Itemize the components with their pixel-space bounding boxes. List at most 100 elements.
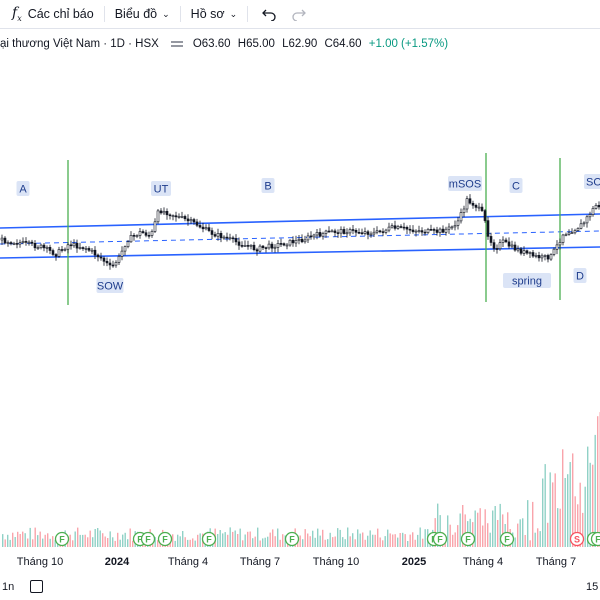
volume-bar — [232, 531, 234, 547]
volume-bar — [457, 525, 459, 547]
volume-bar — [99, 530, 101, 547]
candle-body — [318, 232, 322, 237]
event-marker-circle — [54, 531, 70, 547]
event-marker-label: F — [206, 535, 212, 545]
candle-body — [198, 225, 202, 228]
interval-button[interactable]: 1n — [2, 581, 15, 593]
candle-body — [510, 244, 514, 247]
annotation-sos-bg — [584, 174, 600, 189]
volume-bar — [479, 508, 481, 547]
goto-date-icon[interactable] — [30, 580, 43, 593]
candle-body — [45, 247, 49, 249]
candle-body — [441, 228, 445, 233]
profile-label: Hồ sơ — [190, 7, 225, 21]
volume-bar — [589, 462, 591, 547]
candle-body — [186, 218, 190, 222]
volume-bar — [394, 534, 396, 547]
chart-type-button[interactable]: Biểu đồ ⌄ — [109, 0, 176, 28]
volume-bar — [327, 539, 329, 547]
channel-upper-line — [0, 213, 600, 229]
volume-bar — [324, 539, 326, 547]
annotation-ut-bg — [151, 181, 171, 196]
event-marker-label: F — [595, 535, 600, 545]
candle-body — [255, 249, 259, 252]
volume-bar — [217, 534, 219, 547]
indicators-button[interactable]: fx Các chỉ báo — [0, 0, 100, 28]
volume-bar — [462, 505, 464, 547]
candle-body — [489, 236, 493, 243]
candle-body — [261, 245, 265, 249]
candle-body — [501, 239, 505, 243]
volume-bar — [344, 539, 346, 547]
volume-bar — [249, 531, 251, 547]
candle-body — [435, 229, 439, 233]
candle-body — [66, 244, 70, 250]
candle-body — [519, 248, 523, 254]
candle-body — [450, 226, 454, 229]
candle-body — [342, 229, 346, 234]
candle-body — [492, 242, 496, 249]
candle-body — [249, 244, 253, 247]
candle-body — [159, 210, 163, 214]
volume-bar — [44, 534, 46, 547]
profile-button[interactable]: Hồ sơ ⌄ — [185, 0, 243, 28]
candle-body — [177, 216, 181, 218]
candle-body — [336, 232, 340, 234]
candle-body — [330, 230, 334, 233]
low-value: L62.90 — [282, 38, 318, 50]
candle-body — [63, 248, 67, 251]
candle-body — [552, 248, 556, 255]
candle-body — [354, 230, 358, 233]
volume-bar — [517, 523, 519, 547]
candle-body — [15, 243, 19, 245]
candle-body — [414, 230, 418, 233]
volume-bar — [87, 537, 89, 547]
volume-bar — [412, 532, 414, 547]
annotation-spring-label: spring — [512, 276, 542, 288]
volume-bar — [109, 531, 111, 547]
volume-bar — [437, 503, 439, 547]
redo-button[interactable] — [286, 0, 312, 28]
volume-bar — [29, 527, 31, 547]
candle-body — [423, 231, 427, 234]
undo-button[interactable] — [252, 0, 286, 28]
candle-body — [138, 231, 142, 236]
volume-bar — [492, 510, 494, 547]
volume-bar — [449, 524, 451, 547]
volume-bar — [104, 536, 106, 547]
volume-bar — [69, 534, 71, 547]
volume-bar — [494, 506, 496, 547]
volume-bar — [364, 539, 366, 547]
candle-body — [57, 249, 61, 257]
volume-bar — [272, 529, 274, 547]
candle-body — [474, 205, 478, 208]
event-marker-label: F — [145, 535, 151, 545]
symbol-title[interactable]: ại thương Việt Nam · 1D · HSX — [0, 38, 159, 50]
candle-body — [51, 250, 55, 255]
volume-bar — [584, 486, 586, 547]
candle-body — [411, 229, 415, 232]
candle-body — [276, 243, 280, 248]
candle-body — [252, 244, 256, 250]
volume-bar — [129, 528, 131, 547]
volume-bar — [524, 535, 526, 547]
event-marker-label: F — [504, 535, 510, 545]
event-marker-label: F — [437, 535, 443, 545]
candle-body — [216, 233, 220, 237]
annotation-c-bg — [509, 178, 523, 193]
indicators-label: Các chỉ báo — [27, 7, 94, 21]
candle-body — [165, 211, 169, 216]
volume-bar — [309, 536, 311, 547]
candle-body — [258, 245, 262, 252]
candle-body — [168, 214, 172, 217]
visibility-icon[interactable] — [170, 40, 183, 48]
volume-bar — [259, 540, 261, 547]
candle-body — [294, 240, 298, 244]
candle-body — [105, 260, 109, 264]
x-axis-tick-label: 2024 — [105, 556, 130, 568]
candle-body — [453, 225, 457, 228]
volume-bar — [19, 534, 21, 547]
candle-body — [531, 252, 535, 257]
candle-body — [219, 233, 223, 239]
